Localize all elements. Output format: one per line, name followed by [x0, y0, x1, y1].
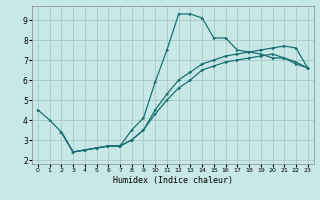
X-axis label: Humidex (Indice chaleur): Humidex (Indice chaleur)	[113, 176, 233, 185]
